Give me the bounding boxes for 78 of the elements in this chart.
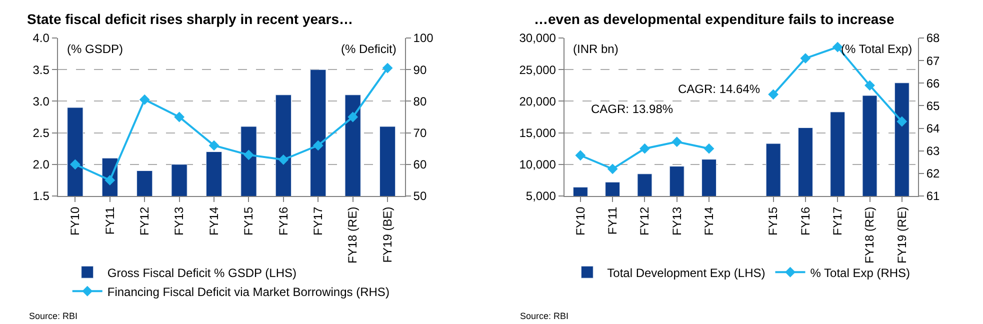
- y2-tick-label: 90: [413, 62, 427, 77]
- point: [575, 150, 586, 161]
- point: [768, 89, 779, 100]
- y2-tick-label: 60: [413, 158, 427, 172]
- annotation: (% Deficit): [341, 42, 396, 56]
- x-tick-label: FY11: [605, 206, 620, 235]
- legend-label: % Total Exp (RHS): [810, 266, 910, 280]
- legend-label: Total Development Exp (LHS): [607, 266, 766, 280]
- x-tick-label: FY10: [68, 206, 82, 236]
- legend-label: Financing Fiscal Deficit via Market Borrowings (RHS): [107, 284, 390, 299]
- chart-title: …even as developmental expenditure fails to increase: [534, 11, 894, 27]
- y2-tick-label: 61: [926, 189, 940, 204]
- point: [640, 143, 650, 154]
- x-tick-label: FY13: [670, 206, 684, 236]
- x-tick-label: FY15: [766, 206, 780, 236]
- x-tick-label: FY16: [276, 206, 290, 236]
- point: [896, 116, 908, 127]
- y2-tick-label: 67: [926, 54, 940, 68]
- x-tick-label: FY11: [102, 206, 117, 235]
- point: [312, 140, 324, 151]
- source-note: Source: RBI: [29, 311, 78, 321]
- y-tick-label: 5,000: [526, 189, 556, 204]
- x-tick-label: FY17: [311, 206, 326, 236]
- point: [139, 94, 150, 105]
- point: [864, 80, 875, 91]
- x-tick-label: FY19 (RE): [894, 206, 909, 264]
- y-tick-label: 15,000: [519, 126, 556, 140]
- source-note: Source: RBI: [520, 311, 569, 321]
- y-tick-label: 2.5: [32, 126, 50, 140]
- y-tick-label: 3.5: [32, 62, 50, 77]
- y2-tick-label: 62: [926, 166, 940, 181]
- y-tick-label: 25,000: [519, 62, 556, 77]
- x-tick-label: FY12: [638, 206, 652, 236]
- y2-tick-label: 50: [413, 189, 427, 204]
- point: [174, 112, 184, 122]
- y2-tick-label: 80: [413, 94, 427, 108]
- y2-tick-label: 64: [926, 121, 940, 136]
- x-tick-label: FY12: [138, 206, 152, 236]
- annotation: CAGR: 14.64%: [678, 82, 760, 96]
- legend-label: Gross Fiscal Deficit % GSDP (LHS): [107, 266, 297, 280]
- x-tick-label: FY10: [573, 206, 588, 236]
- y-tick-label: 3.0: [32, 94, 50, 108]
- x-tick-label: FY14: [206, 206, 221, 236]
- y2-tick-label: 65: [926, 98, 940, 113]
- y2-tick-label: 66: [926, 76, 940, 90]
- point: [70, 159, 80, 170]
- y-tick-label: 1.5: [32, 189, 50, 204]
- annotation: CAGR: 13.98%: [591, 102, 674, 116]
- y-tick-label: 10,000: [519, 158, 556, 172]
- x-tick-label: FY14: [702, 206, 716, 236]
- y2-tick-label: 100: [413, 31, 434, 46]
- point: [800, 53, 811, 64]
- point: [607, 164, 618, 174]
- x-tick-label: FY18 (RE): [346, 206, 360, 264]
- annotation: (INR bn): [573, 42, 618, 56]
- annotation: (% Total Exp): [841, 42, 912, 56]
- x-tick-label: FY19 (BE): [380, 206, 394, 263]
- y2-tick-label: 63: [926, 144, 940, 158]
- y2-tick-label: 68: [926, 31, 940, 46]
- point: [672, 136, 682, 148]
- y2-tick-label: 70: [413, 126, 427, 140]
- point: [382, 62, 393, 74]
- y-tick-label: 20,000: [519, 94, 556, 108]
- point: [244, 150, 254, 160]
- y-tick-label: 4.0: [32, 31, 50, 46]
- point: [348, 112, 358, 122]
- y-tick-label: 30,000: [519, 31, 556, 46]
- x-tick-label: FY13: [172, 206, 186, 236]
- x-tick-label: FY17: [830, 206, 845, 236]
- point: [704, 143, 714, 154]
- point: [208, 140, 220, 151]
- chart-title: State fiscal deficit rises sharply in recent years…: [27, 11, 354, 27]
- point: [278, 154, 289, 165]
- y-tick-label: 2.0: [32, 158, 50, 172]
- x-tick-label: FY15: [242, 206, 256, 236]
- x-tick-label: FY16: [798, 206, 812, 236]
- x-tick-label: FY18 (RE): [862, 206, 877, 264]
- annotation: (% GSDP): [67, 42, 124, 56]
